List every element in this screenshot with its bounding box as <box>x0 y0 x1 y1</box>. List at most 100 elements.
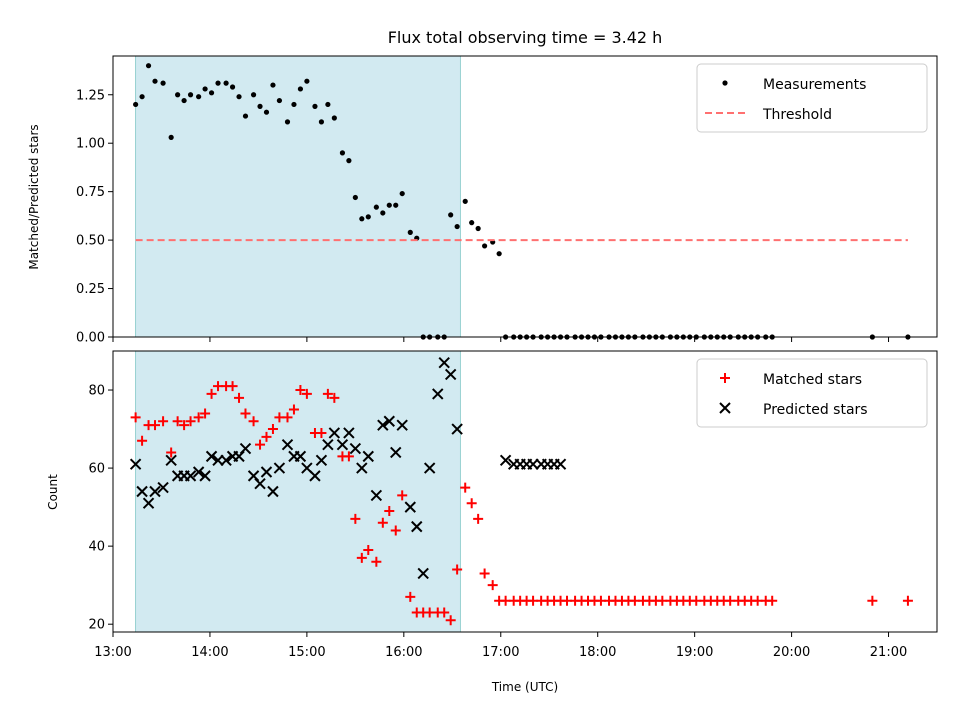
matched-stars-point <box>867 595 878 606</box>
chart-title: Flux total observing time = 3.42 h <box>388 28 663 47</box>
matched-stars-point <box>288 404 299 415</box>
predicted-stars-point <box>377 419 389 431</box>
legend-label: Measurements <box>763 77 866 93</box>
legend-matched-swatch <box>720 373 730 383</box>
legend-label: Predicted stars <box>763 402 868 418</box>
predicted-stars-point <box>281 438 294 451</box>
measurement-point <box>223 80 229 86</box>
measurement-point <box>399 190 405 197</box>
measurement-point <box>208 90 215 96</box>
legend: Measurements Threshold <box>696 63 928 133</box>
predicted-stars-point <box>356 462 368 474</box>
observing-window-shade <box>135 350 461 633</box>
predicted-stars-point <box>370 489 383 502</box>
y-tick-label: 0.00 <box>76 331 105 346</box>
predicted-stars-point <box>254 477 266 490</box>
matched-stars-point <box>405 591 416 602</box>
matched-stars-point <box>445 615 456 626</box>
matched-stars-point <box>466 498 477 509</box>
predicted-stars-point <box>362 450 374 463</box>
measurement-point <box>297 86 304 92</box>
measurement-point <box>284 119 291 125</box>
y-tick-label: 60 <box>88 462 105 477</box>
measurement-point <box>257 103 263 109</box>
legend-label: Threshold <box>762 107 832 123</box>
x-tick-label: 20:00 <box>773 645 810 660</box>
matched-stars-point <box>397 490 408 501</box>
matched-stars-point <box>363 545 374 556</box>
matched-stars-point <box>166 447 177 458</box>
top-panel: 0.00 0.25 0.50 0.75 1.00 1.25 Measurements Thre… <box>76 55 938 346</box>
matched-stars-point <box>150 420 161 431</box>
predicted-stars-point <box>322 438 334 451</box>
matched-stars-point <box>193 412 204 423</box>
measurement-point <box>263 109 270 115</box>
measurement-point <box>181 97 187 104</box>
matched-stars-point <box>130 412 141 423</box>
predicted-stars-point <box>404 501 416 513</box>
matched-stars-point <box>295 385 306 396</box>
matched-stars-point <box>377 517 388 528</box>
legend: Matched stars Predicted stars <box>696 358 928 428</box>
measurement-point <box>215 80 221 86</box>
measurement-point <box>339 150 346 156</box>
measurement-point <box>196 94 202 100</box>
predicted-stars-point <box>136 485 148 498</box>
measurement-point <box>168 134 174 140</box>
measurement-point <box>380 210 386 216</box>
measurement-point <box>365 214 371 220</box>
matched-stars-point <box>261 431 272 442</box>
measurement-point <box>496 251 502 257</box>
matched-stars-point <box>350 513 361 524</box>
measurement-point <box>393 202 399 208</box>
legend-measurement-swatch <box>722 80 728 86</box>
y-tick-label: 20 <box>88 618 105 633</box>
measurement-point <box>325 101 331 108</box>
x-tick-label: 21:00 <box>870 645 907 660</box>
x-tick-label: 15:00 <box>288 645 325 660</box>
x-tick-label: 14:00 <box>191 645 228 660</box>
matched-stars-point <box>200 408 211 419</box>
predicted-stars-point <box>309 470 321 482</box>
measurement-point <box>175 92 181 98</box>
matched-stars-point <box>301 388 312 399</box>
predicted-stars-point <box>294 450 307 463</box>
measurement-point <box>318 119 325 125</box>
predicted-stars-point <box>396 419 408 431</box>
legend-label: Matched stars <box>763 372 862 388</box>
matched-stars-point <box>255 439 266 450</box>
measurement-point <box>160 80 166 86</box>
measurement-point <box>242 113 249 119</box>
bottom-panel: 20 40 60 80 13:00 14:00 15:00 16:00 17:00 18:00 19… <box>88 350 938 660</box>
matched-stars-point <box>179 420 190 431</box>
matched-stars-point <box>473 513 484 524</box>
matched-stars-point <box>267 424 278 435</box>
measurement-point <box>133 101 139 108</box>
legend-predicted-swatch <box>719 402 731 414</box>
matched-stars-point <box>137 435 148 446</box>
matched-stars-point <box>439 607 450 618</box>
predicted-stars-point <box>273 462 286 474</box>
observing-window-shade <box>135 55 461 338</box>
measurement-point <box>359 216 365 222</box>
x-axis-label: Time (UTC) <box>491 680 558 694</box>
legend-box <box>696 63 928 133</box>
predicted-stars-point <box>444 368 457 381</box>
bottom-y-axis-label: Count <box>46 474 60 510</box>
measurement-point <box>276 97 283 104</box>
y-tick-label: 1.00 <box>76 137 105 152</box>
predicted-stars-point <box>199 470 211 482</box>
predicted-stars-point <box>411 520 423 533</box>
matched-stars-point <box>227 381 238 392</box>
predicted-stars-point <box>554 458 567 470</box>
measurement-point <box>304 78 310 84</box>
matched-stars-point <box>329 392 340 403</box>
predicted-stars-point <box>267 485 279 498</box>
predicted-stars-point <box>499 454 512 466</box>
x-tick-label: 18:00 <box>579 645 616 660</box>
x-tick-label: 17:00 <box>482 645 519 660</box>
predicted-stars-point <box>157 481 169 494</box>
measurement-point <box>152 78 158 84</box>
matched-stars-point <box>479 568 490 579</box>
